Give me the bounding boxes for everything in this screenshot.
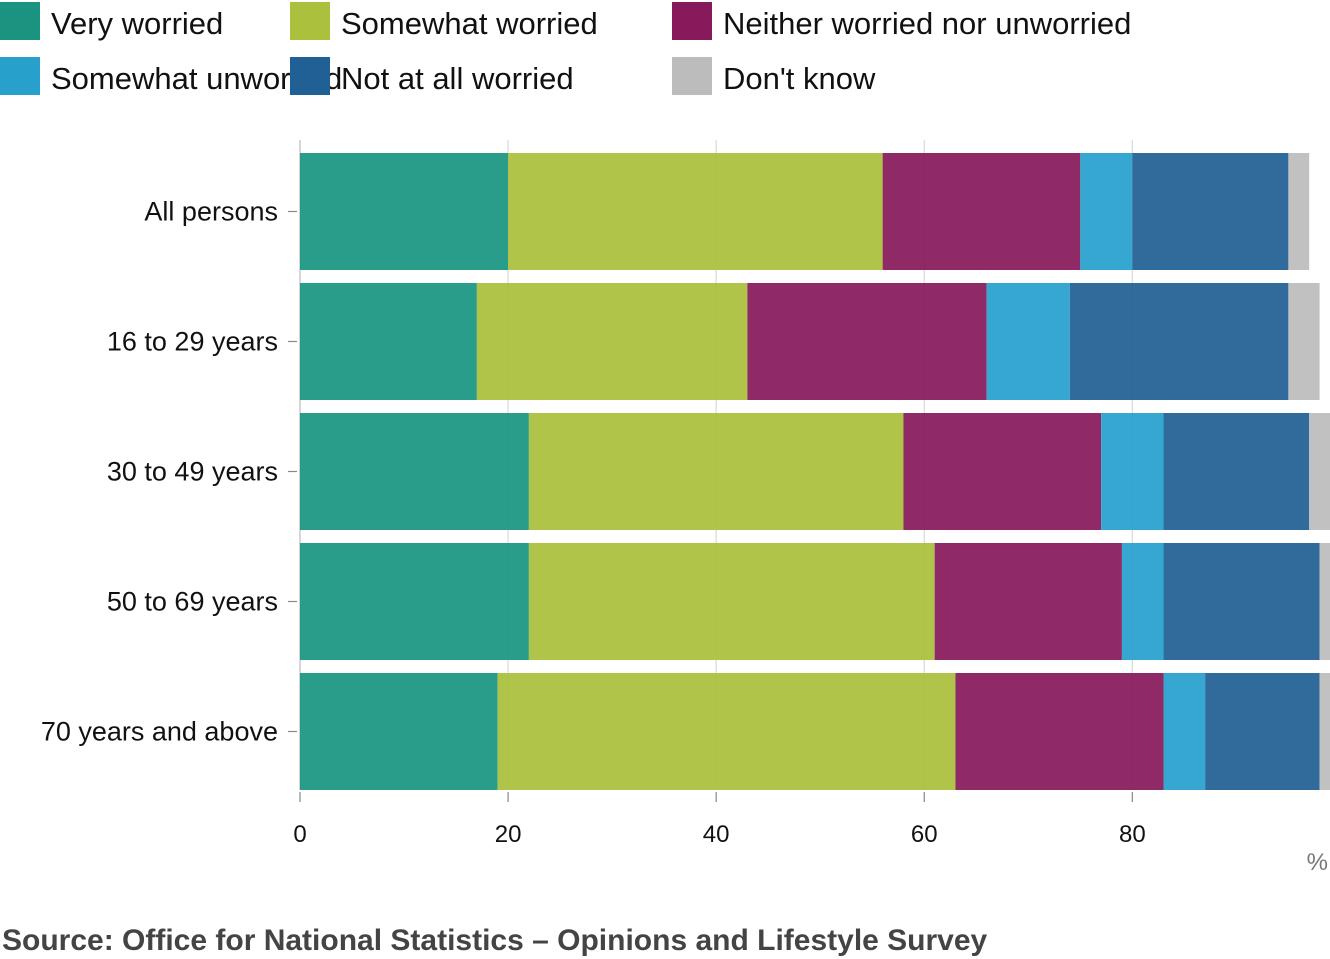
bar-16-to-29-years-somewhat-unworried (986, 283, 1070, 400)
legend-item-somewhat-worried: Somewhat worried (290, 2, 598, 41)
legend-item-not-at-all-worried: Not at all worried (290, 57, 574, 96)
bar-all-persons-somewhat-worried (508, 153, 883, 270)
bar-70-years-and-above-somewhat-unworried (1163, 673, 1206, 790)
x-tick-label-0: 0 (293, 821, 306, 848)
legend-swatch (672, 2, 712, 40)
bar-50-to-69-years-somewhat-worried (528, 543, 935, 660)
category-axis: All persons 16 to 29 years 30 to 49 years 5… (41, 197, 297, 747)
category-label-50-to-69-years: 50 to 69 years (107, 587, 278, 617)
bar-70-years-and-above-very-worried (300, 673, 498, 790)
bar-16-to-29-years-not-at-all-worried (1069, 283, 1289, 400)
bar-group-16-to-29-years (300, 283, 1320, 400)
legend-swatch (0, 2, 40, 40)
x-tick-label-60: 60 (911, 821, 938, 848)
bar-group-all-persons (300, 153, 1310, 270)
legend: Very worried Somewhat worried Neither worr… (0, 2, 1131, 96)
legend-item-don-t-know: Don't know (672, 57, 876, 96)
source-note: Source: Office for National Statistics –… (2, 924, 988, 957)
bar-group-30-to-49-years (300, 413, 1330, 530)
bar-70-years-and-above-somewhat-worried (497, 673, 956, 790)
bar-16-to-29-years-very-worried (300, 283, 477, 400)
legend-swatch (672, 57, 712, 95)
bar-70-years-and-above-don-t-know (1319, 673, 1330, 790)
x-tick-label-80: 80 (1119, 821, 1146, 848)
legend-label: Don't know (723, 61, 876, 96)
bar-group-70-years-and-above (300, 673, 1330, 790)
legend-swatch (290, 2, 330, 40)
bar-16-to-29-years-neither-worried-nor-unworried (747, 283, 987, 400)
bar-30-to-49-years-somewhat-worried (528, 413, 904, 530)
bar-30-to-49-years-not-at-all-worried (1163, 413, 1310, 530)
bar-all-persons-not-at-all-worried (1132, 153, 1289, 270)
bar-16-to-29-years-somewhat-worried (476, 283, 748, 400)
bar-all-persons-very-worried (300, 153, 509, 270)
legend-label: Very worried (51, 6, 223, 41)
category-label-16-to-29-years: 16 to 29 years (107, 327, 278, 357)
x-axis: 0 20 40 60 80 (293, 792, 1146, 848)
legend-label: Somewhat worried (341, 6, 598, 41)
bar-all-persons-neither-worried-nor-unworried (882, 153, 1081, 270)
x-tick-label-20: 20 (495, 821, 522, 848)
bar-30-to-49-years-don-t-know (1309, 413, 1330, 530)
bar-group-50-to-69-years (300, 543, 1330, 660)
category-label-all-persons: All persons (144, 197, 278, 227)
bar-16-to-29-years-don-t-know (1288, 283, 1320, 400)
bar-all-persons-somewhat-unworried (1080, 153, 1133, 270)
bars (300, 153, 1330, 790)
bar-30-to-49-years-somewhat-unworried (1101, 413, 1164, 530)
bar-70-years-and-above-neither-worried-nor-unworried (955, 673, 1164, 790)
bar-50-to-69-years-not-at-all-worried (1163, 543, 1320, 660)
category-label-70-years-and-above: 70 years and above (41, 717, 278, 747)
legend-label: Neither worried nor unworried (723, 6, 1131, 41)
bar-50-to-69-years-don-t-know (1319, 543, 1330, 660)
bar-50-to-69-years-very-worried (300, 543, 529, 660)
legend-swatch (0, 57, 40, 95)
x-axis-unit-label: % (1307, 849, 1328, 876)
x-tick-label-40: 40 (703, 821, 730, 848)
category-label-30-to-49-years: 30 to 49 years (107, 457, 278, 487)
bar-all-persons-don-t-know (1288, 153, 1310, 270)
legend-item-neither-worried-nor-unworried: Neither worried nor unworried (672, 2, 1131, 41)
bar-70-years-and-above-not-at-all-worried (1205, 673, 1320, 790)
legend-swatch (290, 57, 330, 95)
bar-30-to-49-years-very-worried (300, 413, 529, 530)
bar-50-to-69-years-neither-worried-nor-unworried (934, 543, 1122, 660)
legend-item-very-worried: Very worried (0, 2, 223, 41)
legend-label: Not at all worried (341, 61, 574, 96)
bar-50-to-69-years-somewhat-unworried (1121, 543, 1164, 660)
bar-30-to-49-years-neither-worried-nor-unworried (903, 413, 1102, 530)
